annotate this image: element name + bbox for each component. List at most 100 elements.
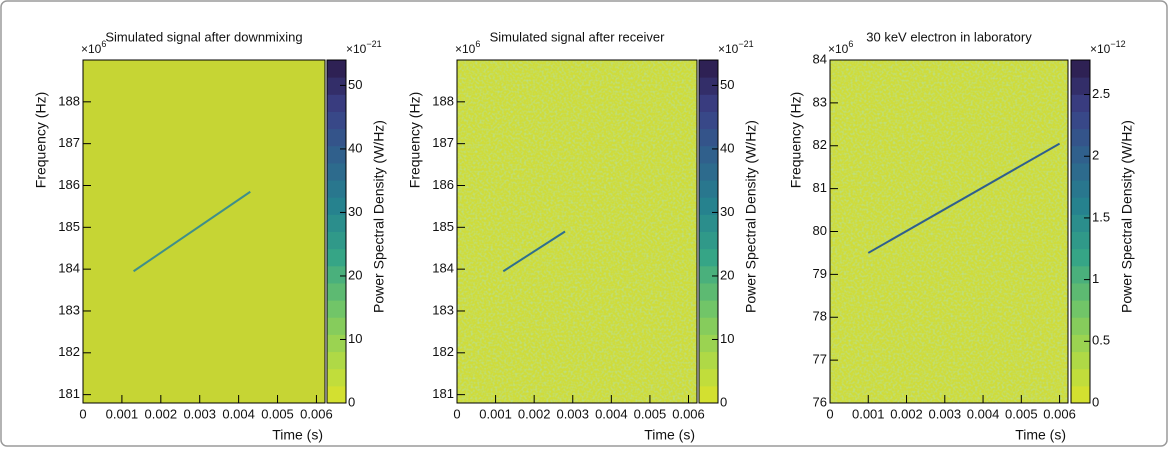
colorbar-frame bbox=[1070, 59, 1091, 404]
multiplier-base: ×10 bbox=[1090, 42, 1111, 56]
y-tick-label: 78 bbox=[813, 309, 827, 324]
multiplier-exponent: 6 bbox=[848, 39, 853, 49]
x-tick-label: 0.002 bbox=[890, 406, 923, 421]
y-tick-label: 76 bbox=[813, 394, 827, 409]
colorbar-band bbox=[327, 94, 346, 112]
y-tick-label: 81 bbox=[813, 180, 827, 195]
y-tick-label: 188 bbox=[432, 93, 454, 108]
x-tick-label: 0.002 bbox=[518, 406, 551, 421]
colorbar-band bbox=[699, 111, 718, 130]
x-tick-label: 0 bbox=[826, 406, 833, 421]
colorbar-band bbox=[699, 300, 718, 318]
y-axis-label: Frequency (Hz) bbox=[33, 92, 49, 188]
colorbar-band bbox=[699, 351, 718, 370]
multiplier-base: ×10 bbox=[828, 42, 849, 56]
y-tick-label: 187 bbox=[432, 135, 454, 150]
colorbar-band bbox=[327, 334, 346, 353]
colorbar-band bbox=[699, 265, 718, 284]
colorbar-label: Power Spectral Density (W/Hz) bbox=[743, 120, 759, 313]
colorbar-tick-label: 1.5 bbox=[1092, 209, 1110, 224]
colorbar-band bbox=[327, 60, 346, 78]
x-tick-label: 0.004 bbox=[595, 406, 628, 421]
y-tick-label: 181 bbox=[58, 386, 80, 401]
colorbar-tick-label: 1 bbox=[1092, 271, 1099, 286]
x-tick-label: 0.005 bbox=[1005, 406, 1038, 421]
y-axis-label: Frequency (Hz) bbox=[407, 92, 423, 188]
multiplier: ×10−21 bbox=[346, 39, 382, 56]
colorbar-tick-label: 2 bbox=[1092, 148, 1099, 163]
colorbar-tick-label: 30 bbox=[348, 204, 362, 219]
multiplier-exponent: −12 bbox=[1110, 39, 1125, 49]
colorbar-band bbox=[1071, 282, 1090, 301]
colorbar-tick-label: 50 bbox=[720, 77, 734, 92]
colorbar-band bbox=[699, 94, 718, 112]
colorbar-tick-label: 0 bbox=[348, 394, 355, 409]
colorbar-band bbox=[327, 145, 346, 164]
x-tick-label: 0.006 bbox=[672, 406, 705, 421]
colorbar-band bbox=[699, 128, 718, 147]
colorbar-band bbox=[699, 162, 718, 181]
y-tick-label: 183 bbox=[432, 302, 454, 317]
y-tick-label: 181 bbox=[432, 386, 454, 401]
colorbar-band bbox=[327, 248, 346, 267]
colorbar-label: Power Spectral Density (W/Hz) bbox=[1119, 120, 1135, 313]
y-axis-label: Frequency (Hz) bbox=[788, 92, 804, 188]
colorbar-tick-label: 40 bbox=[720, 140, 734, 155]
y-tick-label: 184 bbox=[58, 261, 80, 276]
colorbar-band bbox=[699, 248, 718, 267]
x-axis-label: Time (s) bbox=[644, 427, 695, 443]
colorbar-band bbox=[327, 300, 346, 318]
colorbar-band bbox=[327, 317, 346, 335]
multiplier-base: ×10 bbox=[346, 42, 367, 56]
colorbar-band bbox=[1071, 60, 1090, 78]
multiplier: ×106 bbox=[81, 39, 106, 56]
x-tick-label: 0.001 bbox=[852, 406, 885, 421]
colorbar-band bbox=[1071, 351, 1090, 370]
y-tick-label: 82 bbox=[813, 137, 827, 152]
colorbar-band bbox=[1071, 111, 1090, 130]
colorbar-tick-label: 10 bbox=[348, 331, 362, 346]
colorbar-band bbox=[327, 351, 346, 370]
multiplier-base: ×10 bbox=[455, 42, 476, 56]
multiplier-exponent: 6 bbox=[101, 39, 106, 49]
y-tick-label: 183 bbox=[58, 302, 80, 317]
y-tick-label: 185 bbox=[432, 219, 454, 234]
colorbar-band bbox=[1071, 94, 1090, 112]
colorbar-band bbox=[699, 60, 718, 78]
colorbar-frame bbox=[326, 59, 347, 404]
colorbar-band bbox=[327, 368, 346, 387]
colorbar-tick-label: 20 bbox=[720, 267, 734, 282]
colorbar-tick-label: 10 bbox=[720, 331, 734, 346]
colorbar-band bbox=[1071, 334, 1090, 353]
y-tick-label: 83 bbox=[813, 94, 827, 109]
colorbar-band bbox=[1071, 368, 1090, 387]
y-tick-label: 79 bbox=[813, 266, 827, 281]
x-tick-label: 0.005 bbox=[261, 406, 294, 421]
colorbar-band bbox=[699, 231, 718, 250]
multiplier: ×10−12 bbox=[1090, 39, 1126, 56]
colorbar-band bbox=[327, 231, 346, 250]
x-tick-label: 0.002 bbox=[145, 406, 178, 421]
x-tick-label: 0.006 bbox=[300, 406, 333, 421]
colorbar-band bbox=[699, 214, 718, 232]
plot-frame bbox=[456, 59, 698, 404]
y-tick-label: 77 bbox=[813, 352, 827, 367]
multiplier-exponent: −21 bbox=[738, 39, 753, 49]
signal-track bbox=[867, 142, 1061, 254]
colorbar-band bbox=[1071, 128, 1090, 147]
x-tick-label: 0.001 bbox=[479, 406, 512, 421]
y-tick-label: 84 bbox=[813, 51, 827, 66]
colorbar-band bbox=[1071, 180, 1090, 198]
colorbar-label: Power Spectral Density (W/Hz) bbox=[371, 120, 387, 313]
colorbar-band bbox=[327, 197, 346, 215]
panel-title: Simulated signal after downmixing bbox=[105, 29, 302, 44]
multiplier: ×106 bbox=[828, 39, 853, 56]
colorbar-tick-label: 40 bbox=[348, 140, 362, 155]
x-tick-label: 0.004 bbox=[222, 406, 255, 421]
colorbar-band bbox=[1071, 248, 1090, 267]
x-tick-label: 0.005 bbox=[634, 406, 667, 421]
colorbar-band bbox=[699, 282, 718, 301]
x-axis-label: Time (s) bbox=[272, 427, 323, 443]
colorbar-band bbox=[1071, 77, 1090, 95]
noise-texture bbox=[830, 60, 1068, 403]
